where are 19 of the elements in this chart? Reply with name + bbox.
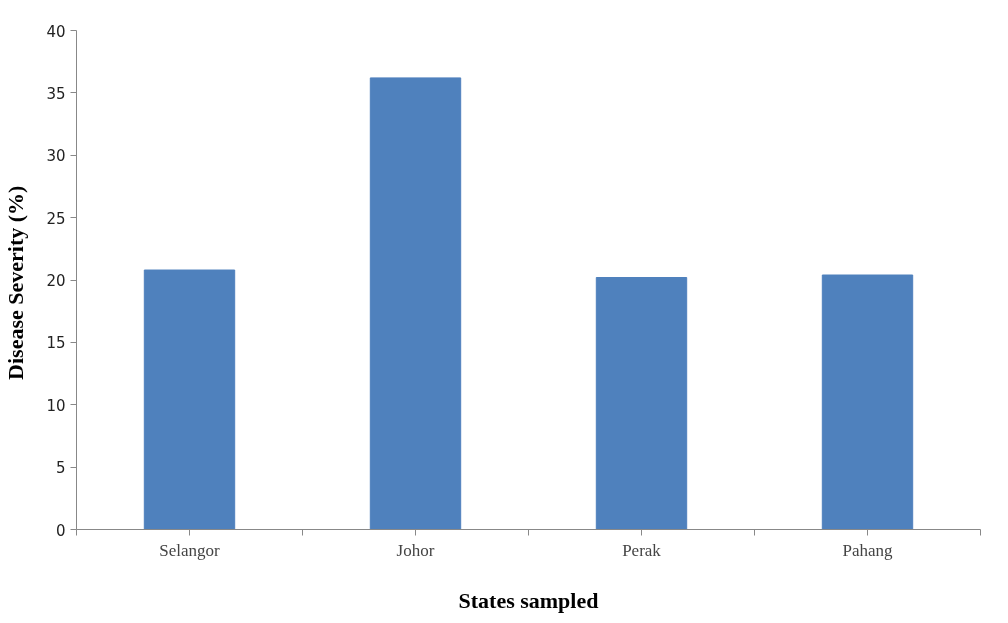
y-tick-label: 30 <box>46 147 66 166</box>
bar <box>143 269 236 530</box>
x-axis-title: States sampled <box>458 587 599 613</box>
bar <box>595 277 688 530</box>
y-tick-label: 5 <box>55 459 66 478</box>
y-tick-label: 15 <box>46 334 66 353</box>
y-tick-label: 40 <box>46 22 66 41</box>
y-tick-label: 10 <box>46 396 66 415</box>
x-tick-label: Selangor <box>159 540 221 560</box>
bar <box>369 77 462 530</box>
y-tick-label: 0 <box>55 521 66 540</box>
bar <box>821 274 914 530</box>
y-tick-label: 35 <box>46 84 66 103</box>
y-tick-label: 20 <box>46 272 66 290</box>
x-tick-label: Perak <box>622 540 662 560</box>
y-axis-title: Disease Severity (%) <box>3 185 29 380</box>
x-tick-label: Pahang <box>842 540 894 560</box>
x-tick-label: Johor <box>396 540 435 560</box>
y-tick-label: 25 <box>46 209 66 228</box>
